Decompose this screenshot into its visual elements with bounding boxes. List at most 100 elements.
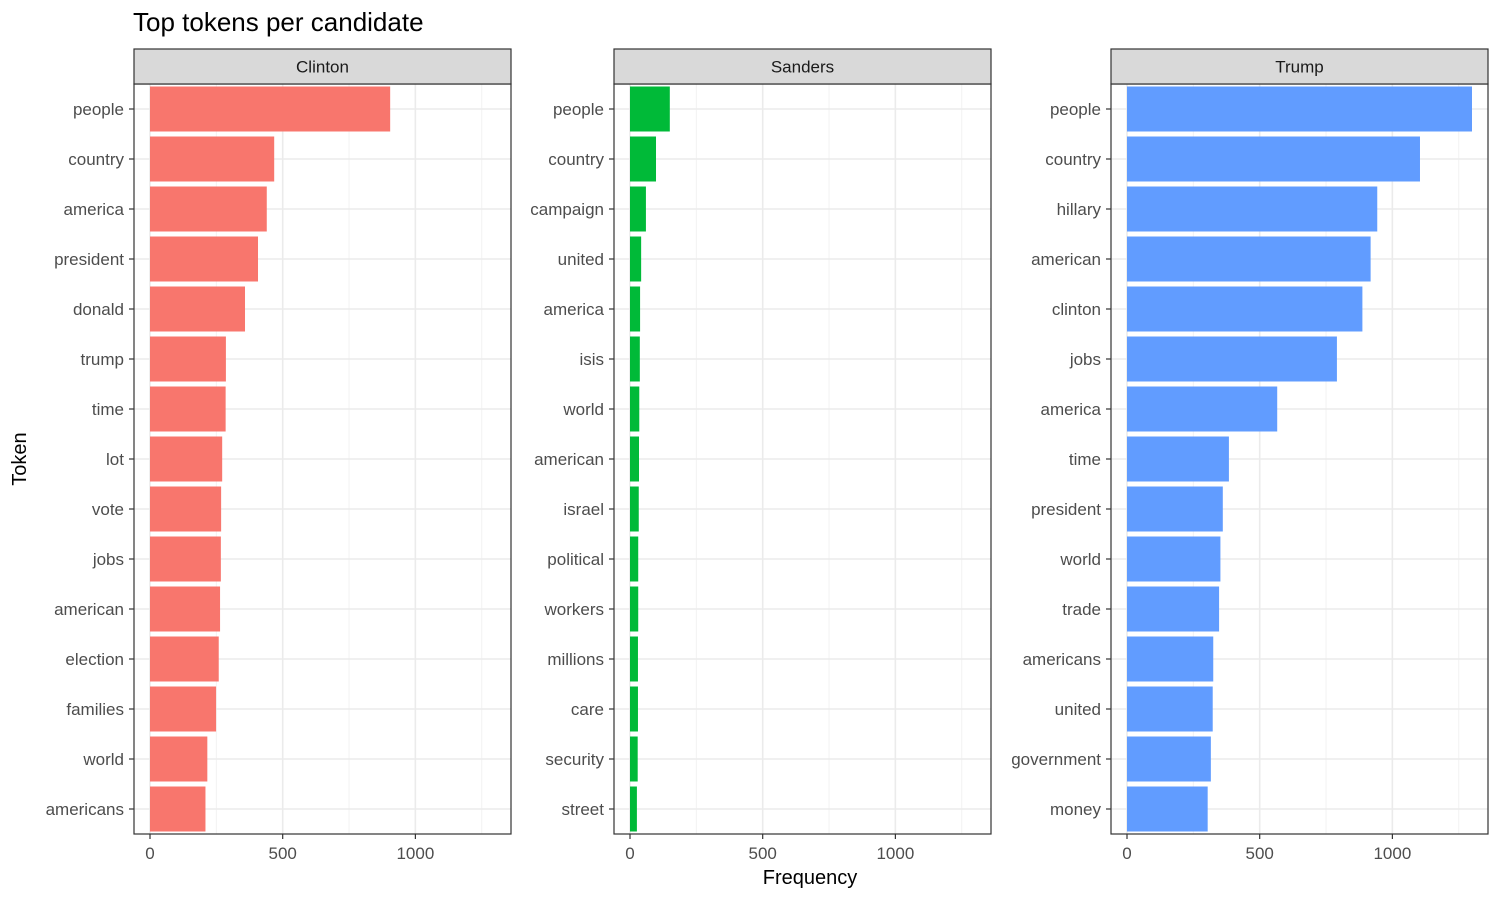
y-tick-label: world bbox=[82, 750, 124, 769]
bar-clinton-president bbox=[150, 236, 259, 282]
y-tick-label: america bbox=[544, 300, 605, 319]
y-tick-label: world bbox=[1059, 550, 1101, 569]
y-tick-label: time bbox=[1069, 450, 1101, 469]
facet-sanders: Sanders people country campaign united americ… bbox=[530, 48, 992, 863]
y-tick-label: people bbox=[73, 100, 124, 119]
bar-trump-clinton bbox=[1127, 286, 1363, 332]
y-tick-label: american bbox=[54, 600, 124, 619]
y-tick-label: money bbox=[1050, 800, 1102, 819]
y-tick-label: government bbox=[1011, 750, 1101, 769]
y-tick-label: jobs bbox=[1069, 350, 1101, 369]
bar-sanders-isis bbox=[630, 336, 640, 382]
y-tick-label: lot bbox=[106, 450, 124, 469]
bar-clinton-america bbox=[150, 186, 267, 232]
x-axis-title: Frequency bbox=[763, 867, 858, 889]
x-tick-label: 500 bbox=[1246, 844, 1274, 863]
y-tick-label: trump bbox=[81, 350, 124, 369]
facet-strip-label: Sanders bbox=[771, 58, 834, 77]
bar-clinton-people bbox=[150, 86, 391, 132]
x-tick-label: 0 bbox=[1122, 844, 1131, 863]
x-tick-label: 0 bbox=[145, 844, 154, 863]
x-tick-label: 500 bbox=[749, 844, 777, 863]
bar-trump-country bbox=[1127, 136, 1420, 182]
y-tick-label: hillary bbox=[1057, 200, 1102, 219]
bar-clinton-world bbox=[150, 736, 208, 782]
y-tick-label: israel bbox=[563, 500, 604, 519]
y-tick-label: clinton bbox=[1052, 300, 1101, 319]
bar-trump-money bbox=[1127, 786, 1208, 832]
bar-trump-trade bbox=[1127, 586, 1220, 632]
y-tick-label: workers bbox=[543, 600, 604, 619]
bar-sanders-millions bbox=[630, 636, 638, 682]
bar-clinton-vote bbox=[150, 486, 222, 532]
bar-sanders-country bbox=[630, 136, 657, 182]
bar-clinton-time bbox=[150, 386, 226, 432]
y-tick-label: country bbox=[1045, 150, 1101, 169]
bar-clinton-trump bbox=[150, 336, 226, 382]
y-tick-label: care bbox=[571, 700, 604, 719]
y-tick-label: american bbox=[534, 450, 604, 469]
facet-panels: Clinton people country america president dona… bbox=[46, 48, 1489, 863]
bar-clinton-election bbox=[150, 636, 219, 682]
x-tick-label: 1000 bbox=[1373, 844, 1411, 863]
bar-trump-government bbox=[1127, 736, 1211, 782]
bar-sanders-israel bbox=[630, 486, 639, 532]
y-tick-label: vote bbox=[92, 500, 124, 519]
y-tick-label: united bbox=[1055, 700, 1101, 719]
bar-sanders-care bbox=[630, 686, 638, 732]
y-tick-label: americans bbox=[46, 800, 124, 819]
bar-trump-world bbox=[1127, 536, 1221, 582]
y-tick-label: world bbox=[562, 400, 604, 419]
bar-sanders-people bbox=[630, 86, 670, 132]
bar-trump-president bbox=[1127, 486, 1223, 532]
chart-title: Top tokens per candidate bbox=[133, 7, 424, 37]
y-tick-label: country bbox=[68, 150, 124, 169]
facet-strip bbox=[613, 48, 992, 85]
y-tick-label: millions bbox=[547, 650, 604, 669]
bar-sanders-world bbox=[630, 386, 640, 432]
bar-sanders-street bbox=[630, 786, 637, 832]
bar-sanders-united bbox=[630, 236, 642, 282]
bar-trump-people bbox=[1127, 86, 1472, 132]
bar-trump-hillary bbox=[1127, 186, 1378, 232]
facet-strip bbox=[1110, 48, 1489, 85]
facet-trump: Trump people country hillary american clinton… bbox=[1011, 48, 1489, 863]
facet-strip-label: Trump bbox=[1275, 58, 1324, 77]
facet-strip-label: Clinton bbox=[296, 58, 349, 77]
y-tick-label: united bbox=[558, 250, 604, 269]
bar-clinton-americans bbox=[150, 786, 206, 832]
bar-clinton-american bbox=[150, 586, 221, 632]
y-tick-label: security bbox=[545, 750, 604, 769]
y-tick-label: america bbox=[64, 200, 125, 219]
y-tick-label: americans bbox=[1023, 650, 1101, 669]
x-tick-label: 1000 bbox=[876, 844, 914, 863]
facet-strip bbox=[133, 48, 512, 85]
bar-sanders-workers bbox=[630, 586, 639, 632]
bar-trump-time bbox=[1127, 436, 1229, 482]
bar-trump-america bbox=[1127, 386, 1278, 432]
y-tick-label: political bbox=[547, 550, 604, 569]
y-tick-label: jobs bbox=[92, 550, 124, 569]
bar-sanders-security bbox=[630, 736, 638, 782]
y-tick-label: country bbox=[548, 150, 604, 169]
y-tick-label: election bbox=[65, 650, 124, 669]
bar-trump-united bbox=[1127, 686, 1213, 732]
y-tick-label: campaign bbox=[530, 200, 604, 219]
y-tick-label: time bbox=[92, 400, 124, 419]
y-tick-label: donald bbox=[73, 300, 124, 319]
x-tick-label: 0 bbox=[625, 844, 634, 863]
y-tick-label: isis bbox=[579, 350, 604, 369]
bar-trump-americans bbox=[1127, 636, 1214, 682]
x-tick-label: 1000 bbox=[396, 844, 434, 863]
y-tick-label: people bbox=[1050, 100, 1101, 119]
bar-clinton-donald bbox=[150, 286, 246, 332]
y-tick-label: street bbox=[561, 800, 604, 819]
bar-sanders-america bbox=[630, 286, 641, 332]
y-axis-title: Token bbox=[9, 432, 31, 485]
bar-clinton-jobs bbox=[150, 536, 221, 582]
bar-sanders-political bbox=[630, 536, 639, 582]
bar-trump-american bbox=[1127, 236, 1371, 282]
y-tick-label: president bbox=[1031, 500, 1101, 519]
y-tick-label: american bbox=[1031, 250, 1101, 269]
